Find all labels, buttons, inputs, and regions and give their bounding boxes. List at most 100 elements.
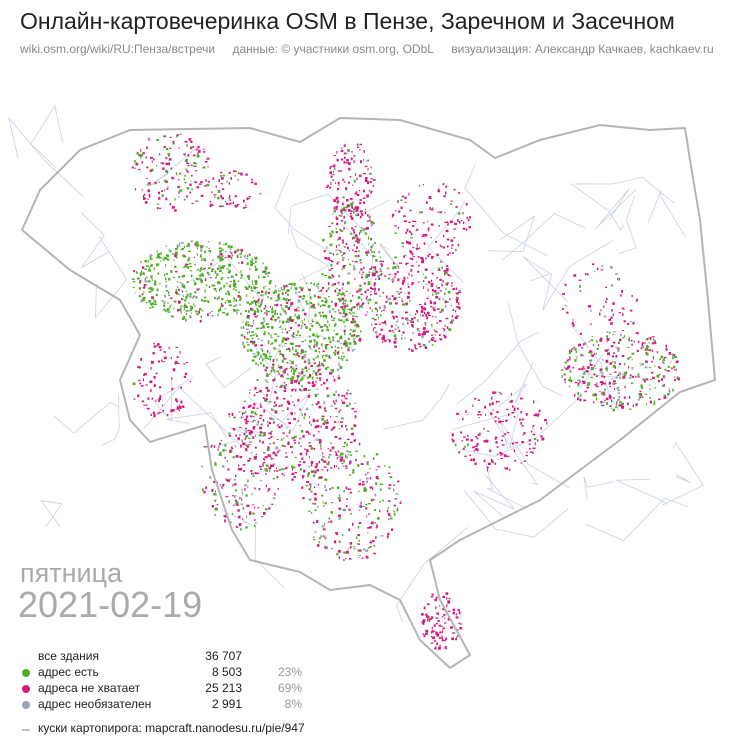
- building: [211, 268, 215, 270]
- building: [179, 189, 183, 192]
- building: [286, 427, 288, 429]
- building: [178, 196, 180, 198]
- building: [494, 462, 497, 465]
- building: [189, 183, 192, 186]
- building: [151, 277, 153, 280]
- building: [266, 313, 268, 316]
- building: [228, 413, 231, 416]
- building: [150, 156, 153, 159]
- building: [379, 256, 381, 259]
- building: [179, 308, 182, 311]
- building: [289, 362, 291, 365]
- building: [244, 484, 247, 487]
- building: [335, 399, 337, 403]
- building: [599, 381, 603, 384]
- building: [441, 245, 443, 248]
- building: [314, 465, 318, 467]
- pie-piece-border: [95, 236, 128, 319]
- building: [242, 442, 246, 445]
- building: [162, 409, 164, 413]
- building: [255, 362, 258, 365]
- building: [244, 430, 248, 434]
- building: [188, 245, 190, 248]
- building: [281, 308, 284, 310]
- building: [511, 412, 515, 414]
- building: [324, 407, 326, 410]
- building: [340, 452, 342, 456]
- building: [379, 510, 381, 513]
- building: [246, 294, 248, 297]
- building: [208, 250, 212, 252]
- building: [275, 304, 278, 307]
- building: [606, 331, 609, 333]
- building: [343, 310, 346, 313]
- building: [339, 458, 343, 462]
- building: [333, 394, 336, 396]
- building: [278, 426, 281, 429]
- building: [294, 471, 297, 474]
- building: [250, 181, 254, 184]
- pie-link[interactable]: куски картопирога: mapcraft.nanodesu.ru/…: [38, 721, 305, 735]
- building: [186, 195, 188, 198]
- building: [528, 439, 531, 442]
- building: [622, 330, 625, 331]
- building: [485, 413, 487, 416]
- building: [305, 300, 308, 303]
- building: [278, 405, 281, 408]
- building: [423, 634, 426, 638]
- building: [309, 335, 311, 338]
- building: [134, 188, 137, 191]
- building: [303, 374, 306, 377]
- building: [283, 381, 286, 384]
- building: [181, 317, 185, 320]
- building: [232, 456, 235, 459]
- building: [285, 338, 288, 341]
- building: [388, 500, 391, 503]
- building: [447, 282, 449, 284]
- building: [370, 248, 372, 252]
- building: [371, 323, 373, 326]
- building: [351, 433, 354, 436]
- building: [335, 533, 338, 536]
- building: [316, 284, 318, 288]
- building: [461, 440, 464, 442]
- building: [224, 242, 227, 246]
- building: [184, 255, 187, 258]
- building: [417, 256, 420, 258]
- building: [151, 302, 154, 305]
- building: [139, 273, 142, 277]
- building: [294, 322, 297, 324]
- building: [338, 312, 342, 314]
- building: [233, 279, 236, 283]
- building: [397, 278, 400, 282]
- building: [207, 267, 211, 269]
- building: [235, 434, 237, 437]
- building: [660, 355, 663, 359]
- building: [268, 507, 271, 510]
- building: [305, 366, 307, 369]
- building: [251, 421, 254, 423]
- building: [148, 291, 152, 293]
- building: [283, 357, 285, 360]
- building: [423, 307, 426, 311]
- building: [252, 426, 255, 430]
- building: [615, 346, 618, 349]
- building: [325, 314, 328, 318]
- building: [262, 276, 266, 279]
- building: [263, 409, 266, 413]
- building: [340, 355, 343, 358]
- building: [610, 266, 613, 269]
- building: [566, 311, 569, 314]
- building: [253, 313, 256, 316]
- building: [267, 296, 269, 298]
- wiki-link[interactable]: wiki.osm.org/wiki/RU:Пенза/встречи: [20, 42, 216, 56]
- building: [307, 474, 309, 478]
- building: [238, 515, 241, 519]
- building: [519, 397, 523, 400]
- building: [185, 265, 187, 268]
- building: [326, 378, 328, 382]
- building: [350, 157, 353, 161]
- building: [338, 514, 341, 517]
- building: [156, 263, 159, 267]
